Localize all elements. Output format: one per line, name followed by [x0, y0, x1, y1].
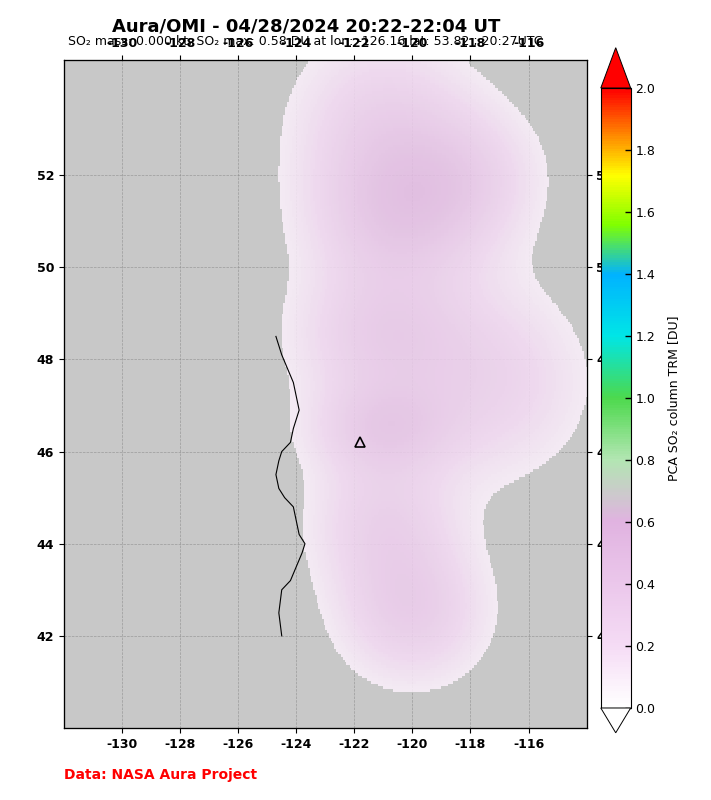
Text: Aura/OMI - 04/28/2024 20:22-22:04 UT: Aura/OMI - 04/28/2024 20:22-22:04 UT — [112, 18, 500, 35]
Y-axis label: PCA SO₂ column TRM [DU]: PCA SO₂ column TRM [DU] — [667, 315, 680, 481]
Text: Data: NASA Aura Project: Data: NASA Aura Project — [64, 768, 257, 782]
Text: SO₂ mass: 0.000 kt; SO₂ max: 0.58 DU at lon: -126.16 lat: 53.82 ; 20:27UTC: SO₂ mass: 0.000 kt; SO₂ max: 0.58 DU at … — [68, 35, 543, 48]
Polygon shape — [601, 708, 631, 733]
Polygon shape — [601, 48, 631, 88]
